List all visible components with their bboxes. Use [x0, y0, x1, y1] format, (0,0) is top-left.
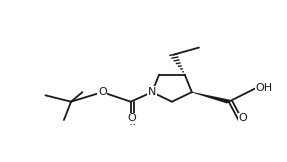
- Polygon shape: [192, 92, 230, 104]
- Text: O: O: [238, 113, 247, 123]
- Text: O: O: [128, 113, 137, 123]
- Text: O: O: [98, 87, 107, 97]
- Text: N: N: [148, 87, 156, 97]
- Text: OH: OH: [256, 83, 273, 93]
